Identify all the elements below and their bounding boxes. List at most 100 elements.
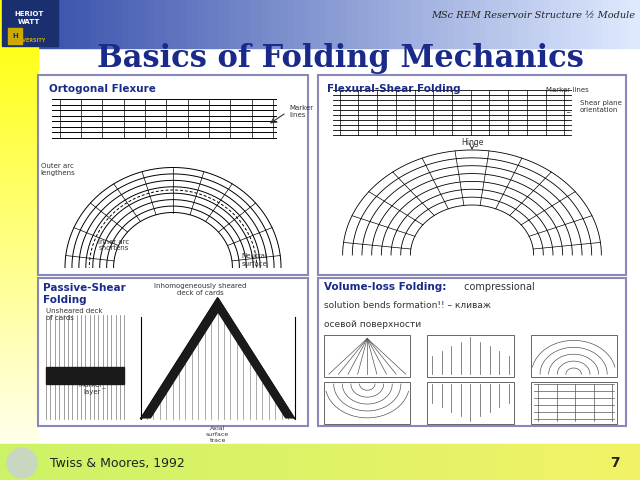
Bar	[192, 444, 198, 480]
Bar	[512, 0, 518, 48]
Bar	[269, 0, 275, 48]
Bar	[518, 0, 525, 48]
Bar	[0, 154, 38, 158]
Bar	[275, 444, 282, 480]
Bar	[218, 444, 224, 480]
Bar	[51, 444, 58, 480]
Text: Passive-Shear
Folding: Passive-Shear Folding	[44, 283, 126, 304]
Bar	[32, 0, 38, 48]
Bar	[38, 444, 45, 480]
Bar	[0, 394, 38, 398]
Bar	[346, 444, 352, 480]
Bar	[19, 0, 26, 48]
Bar	[0, 139, 38, 144]
Bar	[0, 134, 38, 139]
Bar	[6, 444, 13, 480]
Bar	[486, 444, 493, 480]
Bar	[102, 444, 109, 480]
Bar	[134, 0, 141, 48]
Bar	[166, 444, 173, 480]
Bar	[0, 336, 38, 341]
Text: Outer arc
lengthens: Outer arc lengthens	[41, 164, 76, 177]
Bar	[70, 444, 77, 480]
Bar	[454, 444, 461, 480]
Bar	[0, 240, 38, 245]
Bar	[51, 0, 58, 48]
Bar	[224, 0, 230, 48]
Bar	[32, 444, 38, 480]
Bar	[186, 444, 192, 480]
Text: HERIOT
WATT: HERIOT WATT	[14, 12, 44, 24]
Bar	[0, 451, 38, 456]
Bar	[0, 283, 38, 288]
Bar	[416, 0, 422, 48]
Bar	[0, 389, 38, 394]
Bar	[0, 341, 38, 346]
Bar	[122, 0, 128, 48]
Bar	[589, 0, 595, 48]
Bar	[154, 0, 160, 48]
Text: H: H	[12, 33, 18, 39]
Bar	[365, 444, 371, 480]
Bar	[70, 0, 77, 48]
Text: Marker
lines: Marker lines	[289, 105, 313, 118]
Bar	[0, 187, 38, 192]
Bar	[608, 0, 614, 48]
Bar	[0, 360, 38, 365]
Bar	[0, 5, 38, 10]
Bar	[0, 178, 38, 182]
Bar	[403, 444, 410, 480]
Bar	[371, 0, 378, 48]
Bar	[0, 0, 38, 5]
Bar	[621, 444, 627, 480]
Bar	[493, 444, 499, 480]
Bar	[397, 0, 403, 48]
Bar	[0, 149, 38, 154]
Bar	[19, 444, 26, 480]
Bar	[422, 0, 429, 48]
Bar	[0, 216, 38, 221]
Bar	[422, 444, 429, 480]
Bar	[0, 86, 38, 91]
Bar	[96, 0, 102, 48]
Bar	[0, 444, 6, 480]
Text: Hinge: Hinge	[461, 138, 483, 147]
Bar	[250, 0, 256, 48]
Bar	[416, 444, 422, 480]
Bar	[128, 0, 134, 48]
Text: solution bends formation!! – кливаж: solution bends formation!! – кливаж	[324, 301, 491, 311]
Bar	[518, 444, 525, 480]
Bar	[0, 101, 38, 106]
Bar	[294, 444, 301, 480]
Bar	[0, 259, 38, 264]
Bar	[480, 0, 486, 48]
Bar	[0, 398, 38, 403]
Bar	[211, 444, 218, 480]
Bar	[282, 0, 288, 48]
Bar	[307, 444, 314, 480]
Bar	[154, 444, 160, 480]
Bar	[0, 355, 38, 360]
Bar	[96, 444, 102, 480]
Bar	[0, 365, 38, 370]
Bar	[250, 444, 256, 480]
Bar	[324, 382, 410, 423]
Bar	[186, 0, 192, 48]
Bar	[320, 444, 326, 480]
Bar	[26, 0, 32, 48]
Bar	[563, 444, 570, 480]
Bar	[525, 444, 531, 480]
Bar	[397, 444, 403, 480]
Bar	[45, 444, 51, 480]
Bar	[301, 444, 307, 480]
Bar	[390, 0, 397, 48]
Bar	[166, 0, 173, 48]
Bar	[237, 0, 243, 48]
Bar	[64, 444, 70, 480]
Bar	[582, 0, 589, 48]
Bar	[0, 221, 38, 226]
Bar	[410, 444, 416, 480]
Bar	[621, 0, 627, 48]
Bar	[448, 444, 454, 480]
Bar	[0, 230, 38, 235]
